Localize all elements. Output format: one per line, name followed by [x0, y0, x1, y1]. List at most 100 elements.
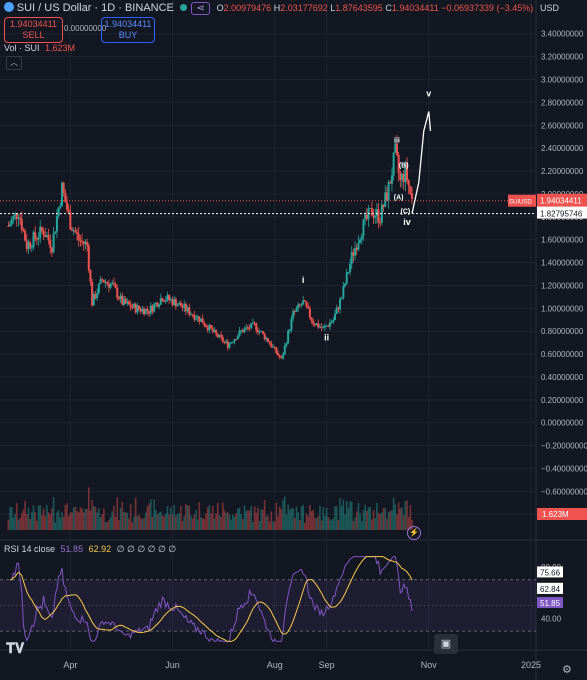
volume-bar	[330, 520, 333, 530]
collapse-chevron-icon[interactable]: ︿	[6, 56, 22, 70]
volume-bar	[106, 522, 108, 530]
candle-body	[375, 209, 378, 216]
candle-body	[295, 308, 298, 312]
volume-bar	[232, 514, 234, 530]
volume-bar	[344, 514, 346, 530]
volume-bar	[81, 508, 83, 530]
volume-bar	[404, 501, 407, 530]
volume-bar	[218, 514, 221, 530]
candle-body	[255, 323, 258, 331]
candle-body	[312, 320, 315, 325]
candle-body	[328, 322, 331, 327]
candle-body	[392, 152, 395, 176]
volume-bar	[64, 505, 67, 530]
volume-tag-bg	[537, 508, 587, 520]
volume-bar	[372, 510, 375, 530]
sell-button[interactable]: 1.94034411 SELL	[4, 17, 63, 43]
candle-body	[188, 307, 191, 315]
candle-body	[248, 327, 251, 329]
candle-body	[357, 242, 360, 250]
candle-body	[71, 229, 74, 231]
candle-body	[17, 217, 20, 219]
candle-body	[107, 283, 110, 288]
candle-body	[347, 272, 350, 274]
candle-body	[102, 279, 105, 283]
candle-body	[74, 230, 77, 233]
candle-body	[127, 301, 130, 305]
volume-bar	[381, 512, 383, 530]
volume-bar	[243, 505, 246, 530]
y-tick-label: −0.40000000	[541, 465, 587, 474]
volume-bar	[108, 519, 110, 530]
currency-label[interactable]: USD	[540, 3, 560, 13]
candle-body	[377, 209, 380, 223]
candle-body	[256, 330, 259, 333]
rsi-legend[interactable]: RSI 14 close 51.85 62.92 ∅ ∅ ∅ ∅ ∅ ∅	[4, 544, 176, 555]
symbol-title[interactable]: SUI / US Dollar · 1D · BINANCE	[16, 2, 174, 14]
candle-body	[96, 293, 99, 299]
tradingview-logo-icon[interactable]: 𝐓𝐕	[6, 640, 25, 656]
candle-body	[230, 342, 233, 344]
candle-body	[178, 302, 181, 305]
volume-bar	[14, 513, 16, 530]
candle-body	[114, 284, 117, 288]
volume-bar	[62, 516, 65, 530]
rsi-level-tag: 75.66	[537, 566, 563, 578]
candle-body	[322, 327, 325, 329]
symbol-header[interactable]: SUI / US Dollar · 1D · BINANCE ⋖ O2.0097…	[4, 2, 533, 16]
wave-label: v	[426, 89, 431, 99]
volume-bar	[173, 505, 175, 530]
rsi-level-bg	[537, 597, 563, 609]
candle-body	[390, 175, 393, 184]
volume-bar	[389, 511, 392, 530]
screenshot-icon[interactable]: ▣	[434, 634, 458, 654]
buy-button[interactable]: 1.94034411 BUY	[101, 17, 155, 43]
volume-bar	[158, 512, 160, 530]
candle-body	[12, 215, 15, 220]
buy-price: 1.94034411	[104, 19, 152, 29]
volume-bar	[51, 508, 53, 530]
volume-bar	[185, 503, 187, 530]
candle-body	[92, 294, 95, 306]
x-tick-label: Aug	[267, 660, 283, 670]
candle-body	[57, 207, 60, 217]
candle-body	[220, 334, 223, 338]
volume-bar	[290, 508, 293, 530]
volume-bar	[29, 518, 31, 530]
volume-bar	[258, 521, 261, 530]
volume-bar	[211, 505, 214, 530]
volume-bar	[119, 507, 122, 530]
x-tick-label: 2025	[521, 660, 541, 670]
compare-icon[interactable]: ⋖	[191, 2, 210, 15]
price-tag-bg	[537, 206, 587, 219]
volume-bar	[409, 505, 412, 530]
candle-body	[81, 240, 84, 242]
volume-bar	[24, 500, 26, 530]
rsi-y-tick: 40.00	[541, 614, 562, 623]
volume-bar	[376, 503, 378, 530]
volume-bar	[113, 505, 115, 530]
candle-body	[226, 341, 229, 348]
lightning-icon[interactable]: ⚡	[407, 526, 421, 540]
volume-bar	[216, 502, 219, 530]
candle-body	[349, 263, 352, 273]
candle-body	[99, 279, 102, 284]
price-tag-value: 1.82795746	[540, 210, 583, 219]
volume-bar	[355, 511, 358, 530]
settings-gear-icon[interactable]: ⚙	[562, 664, 572, 676]
candle-body	[171, 299, 174, 305]
volume-bar	[22, 509, 25, 530]
rsi-level-bg	[537, 582, 563, 594]
volume-legend[interactable]: Vol · SUI 1.623M	[4, 43, 75, 53]
volume-bar	[347, 508, 350, 530]
candle-body	[14, 213, 17, 216]
candle-body	[10, 219, 13, 225]
candle-body	[126, 301, 129, 304]
rsi-level-bg	[537, 566, 563, 578]
candle-body	[354, 247, 357, 256]
candle-body	[111, 282, 114, 285]
candle-body	[385, 192, 388, 201]
candle-body	[138, 305, 141, 310]
volume-bar	[235, 513, 237, 530]
